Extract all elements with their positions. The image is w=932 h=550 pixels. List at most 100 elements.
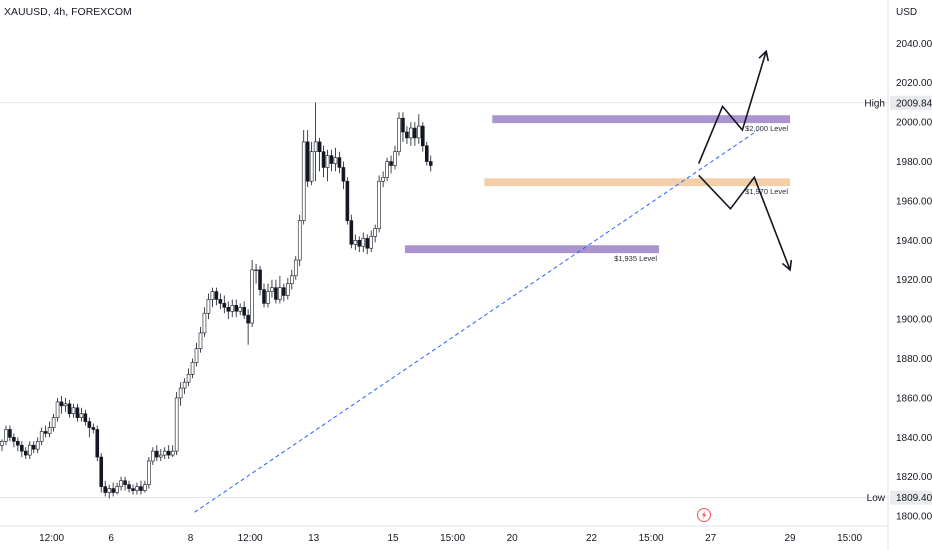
candle — [393, 145, 397, 170]
symbol-title: XAUUSD, 4h, FOREXCOM — [4, 6, 132, 18]
candle — [301, 130, 306, 225]
candle — [127, 480, 131, 493]
candle — [337, 151, 342, 174]
price-tick-label: 1880.00 — [896, 354, 932, 365]
price-tick-label: 1860.00 — [896, 393, 932, 404]
candle-body — [381, 177, 385, 182]
projection-up-arrow-head — [758, 49, 770, 62]
candle — [4, 425, 8, 446]
candles[interactable] — [0, 102, 433, 499]
candle-body — [51, 417, 56, 428]
candle — [365, 234, 370, 255]
candle-body — [95, 429, 100, 458]
zone-label: $2,000 Level — [745, 124, 788, 133]
candle — [222, 295, 227, 314]
candle-body — [27, 444, 32, 456]
candle — [182, 378, 187, 395]
candle — [27, 441, 32, 460]
candle-body — [103, 486, 108, 493]
price-tick-label: 1820.00 — [896, 472, 932, 483]
candle — [143, 480, 147, 493]
candle — [16, 437, 20, 452]
candle-body — [158, 454, 163, 458]
candle-body — [75, 407, 80, 418]
candle — [242, 301, 246, 320]
candle — [309, 141, 314, 186]
candle — [385, 157, 389, 182]
candle-body — [210, 291, 215, 300]
candle — [270, 279, 274, 298]
time-tick-label: 29 — [784, 533, 796, 544]
candle-body — [151, 450, 155, 462]
candle — [214, 287, 219, 306]
candle-body — [174, 397, 179, 452]
time-axis[interactable]: 12:00 6 8 12:00 13 15 15:00 20 22 15:00 27 29 15:00 — [39, 533, 862, 544]
time-tick-label: 15:00 — [639, 533, 664, 544]
candle-body — [39, 431, 44, 442]
candle-body — [357, 240, 362, 247]
candle-body — [35, 440, 40, 450]
candle — [317, 137, 322, 172]
candle — [147, 457, 151, 489]
candle-body — [409, 127, 413, 139]
candle-body — [286, 283, 290, 296]
time-tick-label: 15 — [387, 533, 399, 544]
price-tick-label: 2000.00 — [896, 118, 932, 129]
lightning-icon[interactable] — [697, 508, 711, 522]
candle — [39, 427, 44, 446]
candle-body — [20, 444, 24, 452]
candle-body — [71, 407, 76, 415]
candle — [421, 122, 425, 152]
candle-body — [63, 403, 68, 407]
candle — [139, 480, 143, 495]
candle-body — [147, 460, 151, 485]
candle-body — [119, 480, 123, 487]
candle-body — [190, 362, 195, 375]
trendline-dashed — [194, 129, 759, 513]
candle — [35, 437, 40, 454]
time-tick-label: 22 — [586, 533, 598, 544]
candle-body — [194, 348, 199, 363]
candle-body — [55, 401, 60, 418]
candle-body — [337, 157, 342, 168]
price-tick-label: 1920.00 — [896, 275, 932, 286]
candle-body — [385, 161, 389, 178]
candle — [286, 277, 290, 300]
candle-body — [270, 287, 274, 292]
time-tick-label: 27 — [705, 533, 717, 544]
candle — [75, 403, 80, 422]
candle-body — [333, 157, 338, 164]
high-value: 2009.84 — [896, 98, 932, 109]
candle-body — [139, 486, 143, 491]
candle — [0, 439, 4, 452]
candle-body — [278, 287, 282, 300]
candle-body — [405, 131, 409, 139]
candle-body — [79, 413, 84, 418]
candle-body — [321, 151, 326, 168]
candle — [99, 453, 104, 493]
candle — [417, 114, 421, 144]
candle-body — [329, 155, 334, 164]
support-resistance-zones: $2,000 Level $1,970 Level $1,935 Level — [404, 115, 791, 263]
candle — [20, 441, 24, 458]
candle-body — [59, 401, 64, 407]
candle — [24, 447, 28, 460]
candle-body — [417, 125, 421, 139]
time-tick-label: 8 — [188, 533, 194, 544]
candle — [266, 283, 270, 308]
candle-body — [341, 167, 346, 182]
chart-grid — [0, 102, 888, 499]
candle-body — [8, 429, 12, 438]
candle-body — [115, 486, 119, 493]
price-axis[interactable]: USD 2040.00 2020.00 2000.00 1980.00 1960.00 19… — [864, 7, 932, 523]
candle — [333, 147, 338, 172]
candle — [325, 149, 330, 182]
candle-body — [127, 484, 131, 489]
price-tick-label: 1840.00 — [896, 433, 932, 444]
price-tick-label: 1800.00 — [896, 512, 932, 523]
candle-body — [155, 450, 159, 458]
candle — [67, 399, 72, 418]
candle — [83, 409, 88, 426]
candle-body — [182, 381, 187, 389]
